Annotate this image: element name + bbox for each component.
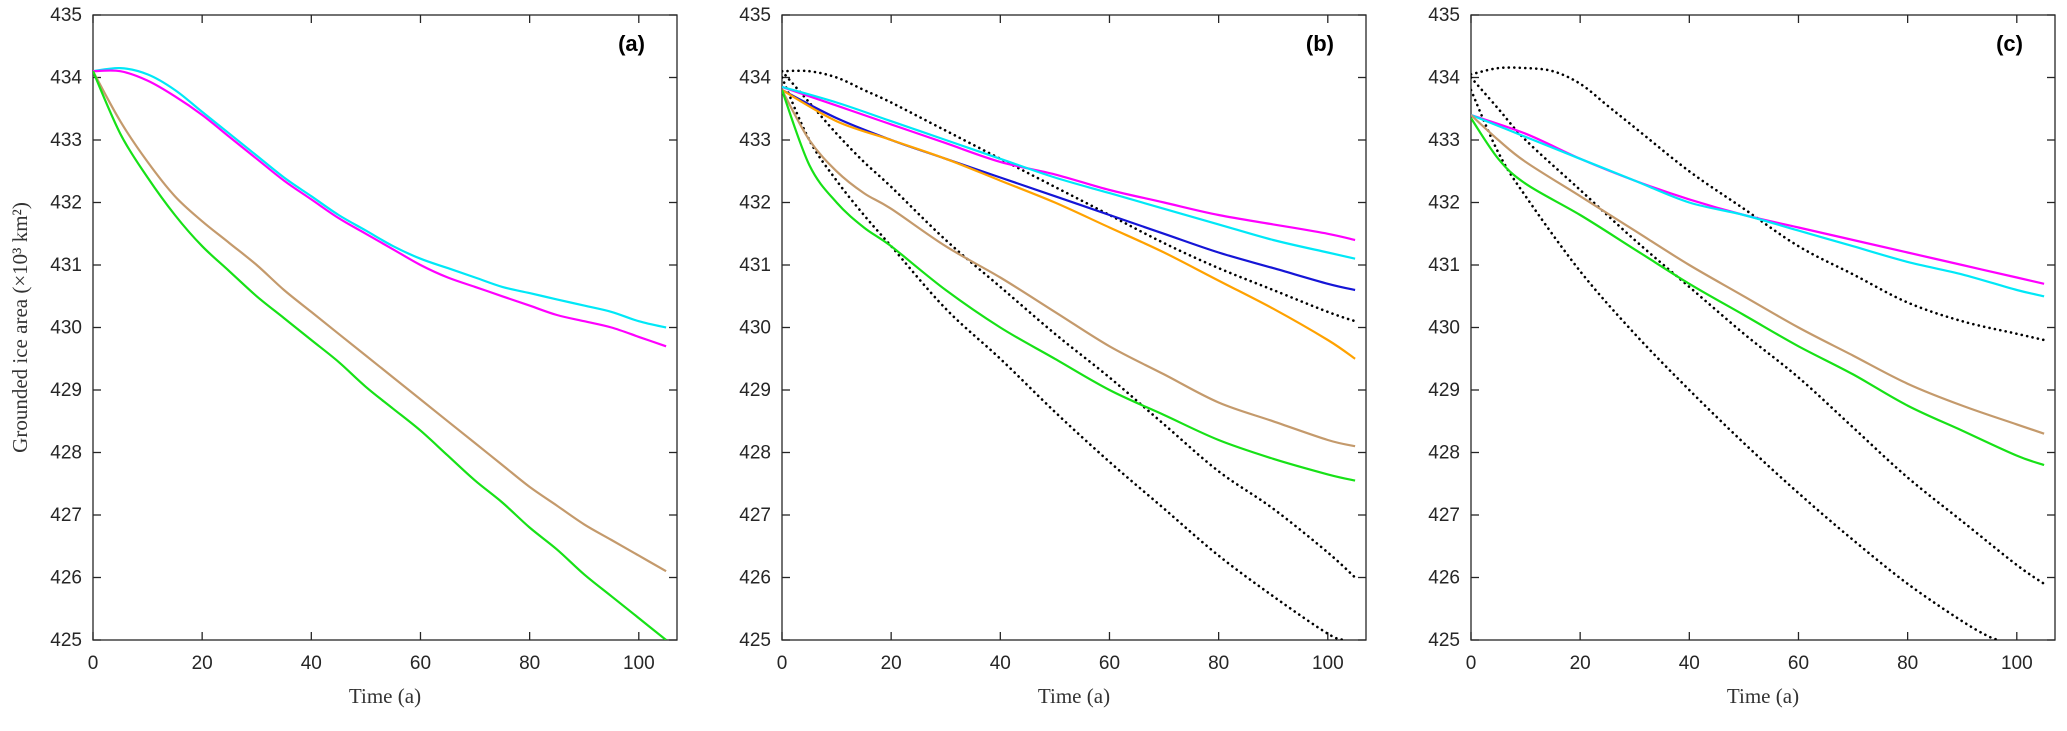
series-magenta-run [1471, 113, 2045, 285]
svg-text:80: 80 [519, 653, 540, 674]
svg-text:433: 433 [1428, 130, 1460, 151]
y-axis-label: Grounded ice area (×10³ km²) [8, 202, 32, 453]
svg-text:429: 429 [1428, 380, 1460, 401]
chart-svg-a: 0 20 40 60 80 100 425 426 427 428 429 430 431 432 433 4… [8, 5, 678, 708]
svg-text:435: 435 [50, 5, 82, 26]
svg-text:80: 80 [1208, 653, 1229, 674]
svg-text:425: 425 [739, 630, 771, 651]
series-dotted-middle [1471, 76, 2046, 586]
x-axis-label: Time (a) [349, 684, 421, 708]
svg-text:425: 425 [1428, 630, 1460, 651]
svg-text:429: 429 [739, 380, 771, 401]
svg-text:40: 40 [1679, 653, 1700, 674]
series-green-run [782, 89, 1356, 482]
svg-text:425: 425 [50, 630, 82, 651]
svg-text:430: 430 [739, 318, 771, 339]
chart-svg-b: 0 20 40 60 80 100 425 426 427 428 429 430 431 432 433 4… [739, 5, 1367, 708]
chart-panel-a: 0 20 40 60 80 100 425 426 427 428 429 430 431 432 433 4… [0, 0, 689, 731]
series-magenta-run [93, 69, 667, 348]
svg-text:60: 60 [410, 653, 431, 674]
chart-svg-c: 0 20 40 60 80 100 425 426 427 428 429 430 431 432 433 4… [1428, 5, 2056, 708]
series-tan-run [782, 89, 1356, 448]
chart-panel-b: 0 20 40 60 80 100 425 426 427 428 429 430 431 432 433 4… [689, 0, 1378, 731]
svg-text:435: 435 [1428, 5, 1460, 26]
svg-text:434: 434 [1428, 68, 1460, 89]
svg-text:80: 80 [1897, 653, 1918, 674]
svg-text:40: 40 [990, 653, 1011, 674]
svg-text:431: 431 [739, 255, 771, 276]
series-cyan-run [1471, 113, 2045, 298]
svg-text:426: 426 [1428, 568, 1460, 589]
svg-text:427: 427 [739, 505, 771, 526]
series-magenta-run [782, 85, 1356, 242]
svg-text:20: 20 [192, 653, 213, 674]
svg-text:431: 431 [1428, 255, 1460, 276]
svg-text:430: 430 [1428, 318, 1460, 339]
panel-label: (a) [618, 31, 645, 56]
series-orange-run [782, 89, 1356, 360]
svg-text:100: 100 [623, 653, 655, 674]
x-axis-label: Time (a) [1038, 684, 1110, 708]
svg-text:433: 433 [50, 130, 82, 151]
svg-text:434: 434 [739, 68, 771, 89]
svg-text:0: 0 [88, 653, 99, 674]
svg-text:428: 428 [50, 443, 82, 464]
svg-text:426: 426 [739, 568, 771, 589]
svg-text:20: 20 [1570, 653, 1591, 674]
series-tan-run [1471, 114, 2045, 435]
svg-text:432: 432 [1428, 193, 1460, 214]
svg-text:434: 434 [50, 68, 82, 89]
series-blue-run [782, 89, 1356, 292]
svg-text:428: 428 [739, 443, 771, 464]
series-tan-run [93, 70, 667, 573]
series-dotted-upper [782, 69, 1357, 323]
svg-text:432: 432 [739, 193, 771, 214]
series-dotted-steep [1471, 88, 2002, 640]
x-axis-label: Time (a) [1727, 684, 1799, 708]
svg-text:433: 433 [739, 130, 771, 151]
svg-text:20: 20 [881, 653, 902, 674]
svg-text:427: 427 [50, 505, 82, 526]
svg-text:429: 429 [50, 380, 82, 401]
svg-text:100: 100 [2001, 653, 2033, 674]
svg-text:435: 435 [739, 5, 771, 26]
series-cyan-run [782, 85, 1356, 260]
svg-text:60: 60 [1099, 653, 1120, 674]
chart-panel-c: 0 20 40 60 80 100 425 426 427 428 429 430 431 432 433 4… [1378, 0, 2067, 731]
svg-text:428: 428 [1428, 443, 1460, 464]
svg-text:0: 0 [1466, 653, 1477, 674]
series-green-run [1471, 117, 2045, 467]
panel-label: (c) [1996, 31, 2023, 56]
svg-text:0: 0 [777, 653, 788, 674]
panel-label: (b) [1306, 31, 1334, 56]
series-green-run [93, 70, 667, 640]
series-dotted-middle [782, 69, 1357, 579]
svg-text:430: 430 [50, 318, 82, 339]
svg-text:426: 426 [50, 568, 82, 589]
svg-text:100: 100 [1312, 653, 1344, 674]
svg-text:431: 431 [50, 255, 82, 276]
series-dotted-upper [1471, 66, 2046, 342]
svg-text:40: 40 [301, 653, 322, 674]
svg-text:432: 432 [50, 193, 82, 214]
series-dotted-steep [782, 76, 1346, 640]
svg-text:427: 427 [1428, 505, 1460, 526]
svg-text:60: 60 [1788, 653, 1809, 674]
series-cyan-run [93, 66, 667, 329]
